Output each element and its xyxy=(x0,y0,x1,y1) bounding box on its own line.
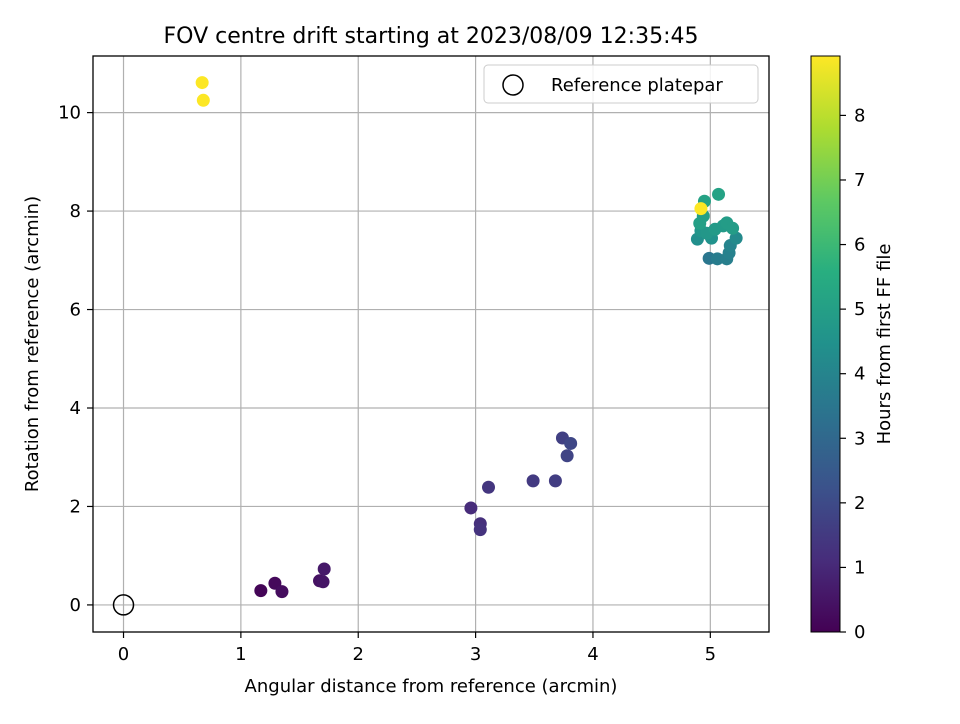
x-tick-label: 4 xyxy=(587,644,598,665)
y-tick-label: 10 xyxy=(58,103,81,124)
colorbar-label: Hours from first FF file xyxy=(874,244,895,445)
data-point xyxy=(710,252,724,266)
data-point xyxy=(560,449,574,463)
x-tick-label: 1 xyxy=(235,644,246,665)
data-point xyxy=(694,202,708,216)
colorbar-tick-label: 5 xyxy=(854,299,865,320)
y-tick-label: 0 xyxy=(70,595,81,616)
y-tick-label: 8 xyxy=(70,201,81,222)
data-point xyxy=(526,474,540,488)
colorbar-tick-label: 7 xyxy=(854,170,865,191)
data-point xyxy=(195,76,209,90)
reference-marker-layer xyxy=(112,594,135,616)
colorbar-ticks: 0 1 2 3 4 5 6 7 8 xyxy=(840,105,865,643)
legend: Reference platepar xyxy=(483,64,759,104)
colorbar xyxy=(810,55,841,633)
data-point xyxy=(712,187,726,201)
colorbar-tick-label: 3 xyxy=(854,428,865,449)
x-tick-label: 0 xyxy=(118,644,129,665)
plot-frame xyxy=(92,55,770,633)
grid-lines xyxy=(93,56,769,632)
colorbar-tick-label: 4 xyxy=(854,364,865,385)
data-point xyxy=(473,523,487,537)
y-tick-label: 6 xyxy=(70,300,81,321)
x-axis-label: Angular distance from reference (arcmin) xyxy=(245,676,618,697)
data-point xyxy=(729,231,743,245)
x-tick-label: 2 xyxy=(353,644,364,665)
y-axis-ticks: 0 2 4 6 8 10 xyxy=(58,103,93,616)
colorbar-tick-label: 2 xyxy=(854,493,865,514)
colorbar-tick-label: 1 xyxy=(854,557,865,578)
chart-title: FOV centre drift starting at 2023/08/09 … xyxy=(164,24,699,49)
data-point xyxy=(464,501,478,515)
colorbar-tick-label: 6 xyxy=(854,235,865,256)
data-point xyxy=(548,474,562,488)
legend-box xyxy=(483,64,759,104)
y-tick-label: 2 xyxy=(70,496,81,517)
x-tick-label: 3 xyxy=(470,644,481,665)
data-point xyxy=(275,585,289,599)
y-tick-label: 4 xyxy=(70,398,81,419)
data-points xyxy=(195,76,743,599)
reference-platepar-marker xyxy=(112,594,135,616)
data-point xyxy=(726,221,740,235)
data-point xyxy=(564,436,578,450)
colorbar-tick-label: 8 xyxy=(854,105,865,126)
y-axis-label: Rotation from reference (arcmin) xyxy=(22,196,43,492)
x-tick-label: 5 xyxy=(705,644,716,665)
data-point xyxy=(316,575,330,589)
legend-label: Reference platepar xyxy=(551,75,723,96)
colorbar-tick-label: 0 xyxy=(854,622,865,643)
legend-reference-marker xyxy=(502,74,524,96)
data-point xyxy=(196,93,210,107)
data-point xyxy=(254,584,268,598)
x-axis-ticks: 0 1 2 3 4 5 xyxy=(118,632,716,665)
data-point xyxy=(482,480,496,494)
data-point xyxy=(317,562,331,576)
